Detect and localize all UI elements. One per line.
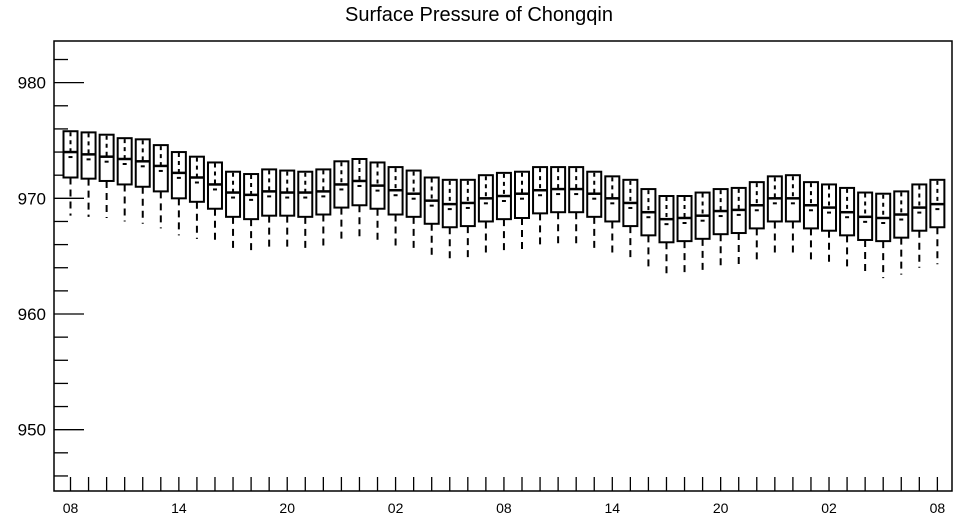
box-item — [80, 131, 97, 217]
x-tick-label: 14 — [605, 500, 621, 516]
y-tick-label: 950 — [18, 421, 46, 440]
x-tick-label: 02 — [388, 500, 404, 516]
y-tick-label: 980 — [18, 74, 46, 93]
box-item — [98, 133, 115, 218]
box-item — [459, 178, 476, 261]
box-item — [405, 169, 422, 253]
box-rect — [243, 173, 260, 221]
box-item — [911, 183, 928, 268]
box-item — [351, 157, 368, 242]
plot-frame — [53, 40, 953, 492]
x-tick-label: 08 — [496, 500, 512, 516]
box-item — [821, 183, 838, 267]
box-item — [875, 192, 892, 279]
box-item — [188, 155, 205, 239]
box-item — [784, 174, 801, 257]
box-item — [333, 160, 350, 243]
box-item — [261, 168, 278, 252]
box-item — [857, 191, 874, 276]
box-rect — [170, 151, 187, 200]
box-item — [712, 188, 729, 271]
x-tick-label: 08 — [930, 500, 946, 516]
box-rect — [134, 138, 151, 188]
x-tick-label: 14 — [171, 500, 187, 516]
box-item — [766, 175, 783, 258]
box-item — [243, 173, 260, 256]
box-item — [116, 137, 133, 222]
box-item — [134, 138, 151, 224]
box-item — [441, 178, 458, 264]
box-item — [279, 169, 296, 252]
box-item — [152, 144, 169, 229]
box-item — [532, 166, 549, 250]
box-rect — [297, 170, 314, 218]
box-rect — [188, 155, 205, 203]
box-item — [839, 186, 856, 272]
x-tick-label: 02 — [821, 500, 837, 516]
box-rect — [225, 170, 242, 218]
box-item — [387, 166, 404, 250]
box-rect — [152, 144, 169, 193]
box-item — [225, 170, 242, 252]
box-item — [929, 178, 946, 265]
box-item — [423, 176, 440, 260]
box-item — [62, 130, 79, 216]
box-item — [658, 195, 675, 279]
chart-title: Surface Pressure of Chongqin — [345, 4, 613, 26]
box-item — [514, 170, 530, 253]
box-item — [694, 191, 711, 274]
box-item — [477, 174, 494, 258]
box-item — [640, 188, 657, 272]
box-item — [622, 178, 639, 262]
box-item — [586, 170, 603, 253]
box-item — [676, 195, 693, 277]
box-item — [893, 190, 910, 275]
y-tick-label: 960 — [18, 305, 46, 324]
box-item — [206, 161, 223, 245]
box-rect — [62, 130, 79, 179]
box-item — [297, 170, 314, 253]
box-item — [369, 161, 386, 244]
box-item — [170, 151, 187, 236]
box-item — [568, 166, 585, 249]
x-tick-label: 20 — [713, 500, 729, 516]
box-item — [604, 175, 621, 258]
box-item — [730, 186, 747, 269]
box-item — [315, 168, 332, 251]
x-tick-label: 08 — [63, 500, 79, 516]
boxes-layer — [62, 130, 946, 279]
box-item — [802, 181, 819, 262]
box-rect — [116, 137, 133, 186]
y-tick-label: 970 — [18, 189, 46, 208]
box-item — [550, 166, 567, 249]
x-tick-label: 20 — [279, 500, 295, 516]
box-item — [748, 181, 765, 265]
box-item — [495, 171, 512, 256]
axes-layer: 950 960 970 980 08 14 20 02 08 14 20 02 08 — [18, 40, 953, 516]
